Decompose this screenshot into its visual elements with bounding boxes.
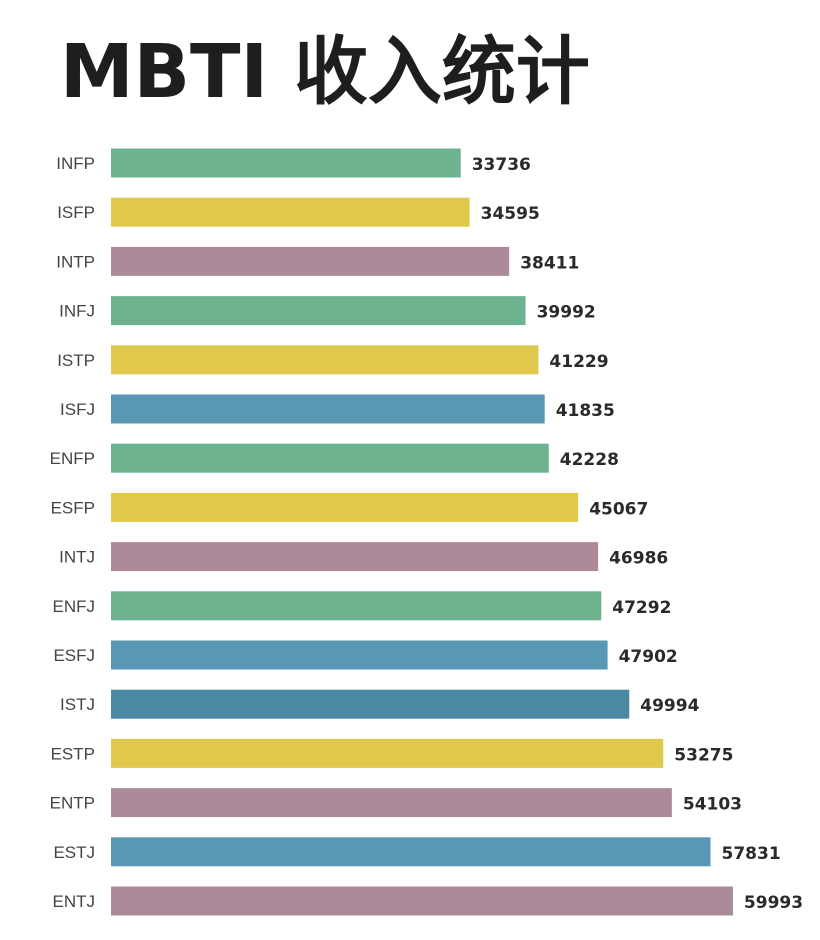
category-label-istj: ISTJ — [60, 695, 95, 714]
bar-infj — [111, 296, 526, 326]
bar-istp — [111, 345, 539, 375]
bar-esfp — [111, 492, 579, 522]
value-label-istj: 49994 — [640, 696, 699, 716]
category-label-intj: INTJ — [59, 548, 95, 567]
bar-enfp — [111, 443, 549, 473]
category-label-istp: ISTP — [57, 351, 95, 370]
bar-esfj — [111, 640, 608, 670]
category-label-esfj: ESFJ — [53, 646, 95, 665]
value-label-intp: 38411 — [520, 253, 579, 273]
bar-infp — [111, 148, 461, 178]
value-label-estp: 53275 — [674, 745, 733, 765]
bar-entj — [111, 886, 733, 916]
category-label-estj: ESTJ — [53, 843, 95, 862]
bar-intp — [111, 246, 510, 276]
value-label-enfp: 42228 — [560, 450, 619, 470]
value-label-infp: 33736 — [472, 155, 531, 175]
value-label-entp: 54103 — [683, 795, 742, 815]
value-label-isfp: 34595 — [481, 204, 540, 224]
category-label-enfj: ENFJ — [53, 597, 96, 616]
value-label-estj: 57831 — [722, 844, 781, 864]
bar-entp — [111, 788, 672, 818]
category-label-isfp: ISFP — [57, 203, 95, 222]
value-label-esfp: 45067 — [589, 499, 648, 519]
value-label-isfj: 41835 — [556, 401, 615, 421]
value-label-esfj: 47902 — [619, 647, 678, 667]
value-label-istp: 41229 — [549, 352, 608, 372]
category-label-isfj: ISFJ — [60, 400, 95, 419]
value-label-infj: 39992 — [537, 303, 596, 323]
bar-intj — [111, 542, 599, 572]
category-label-enfp: ENFP — [50, 449, 95, 468]
bar-isfj — [111, 394, 545, 424]
chart-title: MBTI 收入统计 — [60, 29, 590, 115]
bar-isfp — [111, 197, 470, 227]
category-label-infj: INFJ — [59, 302, 95, 321]
category-label-entj: ENTJ — [53, 892, 96, 911]
bars-layer: INFP 33736 ISFP 34595 INTP 38411 INFJ 39992 ISTP… — [50, 148, 803, 916]
category-label-infp: INFP — [56, 154, 95, 173]
value-label-entj: 59993 — [744, 893, 803, 913]
bar-istj — [111, 689, 630, 719]
bar-estj — [111, 837, 711, 867]
category-label-entp: ENTP — [50, 794, 95, 813]
value-label-enfj: 47292 — [612, 598, 671, 618]
category-label-estp: ESTP — [51, 744, 95, 763]
bar-enfj — [111, 591, 602, 621]
category-label-esfp: ESFP — [51, 498, 95, 517]
bar-estp — [111, 738, 664, 768]
category-label-intp: INTP — [56, 252, 95, 271]
value-label-intj: 46986 — [609, 549, 668, 569]
